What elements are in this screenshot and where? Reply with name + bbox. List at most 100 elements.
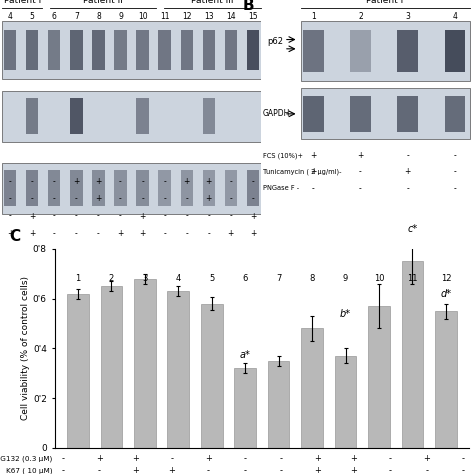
Y-axis label: Cell viability (% of control cells): Cell viability (% of control cells) — [21, 276, 30, 420]
Bar — [134, 279, 155, 448]
Text: -: - — [163, 177, 166, 186]
Text: PNGase F -: PNGase F - — [263, 185, 299, 191]
Text: +: + — [423, 455, 430, 464]
Text: +: + — [350, 455, 357, 464]
Bar — [268, 361, 290, 448]
Text: d*: d* — [440, 289, 451, 299]
Bar — [70, 98, 82, 134]
Text: 15: 15 — [248, 12, 258, 21]
Text: 2: 2 — [358, 12, 363, 21]
Text: +: + — [314, 455, 321, 464]
Text: -: - — [119, 194, 122, 203]
Bar — [202, 30, 215, 70]
Bar — [2, 163, 261, 214]
Text: +: + — [350, 466, 357, 474]
Bar — [350, 30, 371, 72]
Text: -: - — [75, 211, 78, 220]
Text: 5: 5 — [209, 273, 214, 283]
Bar — [158, 170, 171, 206]
Text: -: - — [119, 211, 122, 220]
Bar — [114, 170, 127, 206]
Bar — [26, 170, 38, 206]
Bar — [137, 30, 149, 70]
Text: +: + — [206, 177, 212, 186]
Text: -: - — [425, 466, 428, 474]
Bar — [201, 304, 223, 448]
Text: -: - — [163, 194, 166, 203]
Text: -: - — [53, 194, 55, 203]
Text: -: - — [208, 211, 210, 220]
Text: Tunicamycin ( 2 μg/ml)-: Tunicamycin ( 2 μg/ml)- — [263, 169, 342, 175]
Text: -: - — [97, 229, 100, 238]
Text: 12: 12 — [182, 12, 191, 21]
Bar — [181, 170, 193, 206]
Text: -: - — [185, 211, 188, 220]
Text: -: - — [252, 177, 255, 186]
Text: b*: b* — [340, 309, 351, 319]
Bar — [435, 311, 457, 448]
Text: +: + — [139, 229, 146, 238]
Text: +: + — [206, 194, 212, 203]
Text: -: - — [243, 466, 246, 474]
Text: +: + — [357, 151, 364, 160]
Bar — [445, 30, 465, 72]
Bar — [445, 96, 465, 132]
Text: -: - — [119, 177, 122, 186]
Bar — [335, 356, 356, 448]
Text: 8: 8 — [310, 273, 315, 283]
Bar — [397, 30, 418, 72]
Bar — [350, 96, 371, 132]
Text: -: - — [312, 184, 315, 192]
Bar — [397, 96, 418, 132]
Bar — [181, 30, 193, 70]
Text: -: - — [9, 177, 11, 186]
Text: -: - — [98, 466, 100, 474]
Text: K67 ( 10 μM): K67 ( 10 μM) — [6, 467, 53, 474]
Text: -: - — [406, 184, 409, 192]
Text: -: - — [31, 177, 34, 186]
Text: -: - — [9, 194, 11, 203]
Text: -: - — [454, 151, 456, 160]
Text: 2: 2 — [109, 273, 114, 283]
Text: -: - — [31, 194, 34, 203]
Text: Patient II: Patient II — [83, 0, 123, 5]
Text: Patient III: Patient III — [191, 0, 234, 5]
Text: -: - — [208, 229, 210, 238]
Text: +: + — [139, 211, 146, 220]
Bar — [48, 170, 61, 206]
Text: -: - — [462, 466, 465, 474]
Text: 4: 4 — [453, 12, 457, 21]
Text: -: - — [406, 151, 409, 160]
Text: -: - — [207, 466, 210, 474]
Text: -: - — [462, 455, 465, 464]
Text: -: - — [280, 455, 283, 464]
Text: +: + — [7, 229, 13, 238]
Bar — [225, 170, 237, 206]
Text: +: + — [73, 177, 80, 186]
Bar — [301, 88, 470, 139]
Text: p62: p62 — [267, 37, 283, 46]
Text: 14: 14 — [226, 12, 236, 21]
Text: GAPDH: GAPDH — [263, 109, 291, 118]
Text: +: + — [95, 194, 101, 203]
Text: -: - — [61, 455, 64, 464]
Text: Patient I: Patient I — [4, 0, 41, 5]
Text: 1: 1 — [75, 273, 81, 283]
Text: +: + — [29, 211, 36, 220]
Bar — [137, 170, 149, 206]
Text: FCS (10%)+: FCS (10%)+ — [263, 153, 303, 159]
Bar — [167, 291, 189, 448]
Bar — [137, 98, 149, 134]
Text: 12: 12 — [441, 273, 451, 283]
Text: +: + — [228, 229, 234, 238]
Text: 9: 9 — [118, 12, 123, 21]
Text: -: - — [141, 177, 144, 186]
Text: -: - — [53, 211, 55, 220]
Text: +: + — [96, 455, 103, 464]
Text: B: B — [242, 0, 254, 13]
Text: +: + — [183, 177, 190, 186]
Text: a*: a* — [240, 350, 251, 360]
Bar — [114, 30, 127, 70]
Text: 11: 11 — [160, 12, 169, 21]
Text: 1: 1 — [311, 12, 316, 21]
